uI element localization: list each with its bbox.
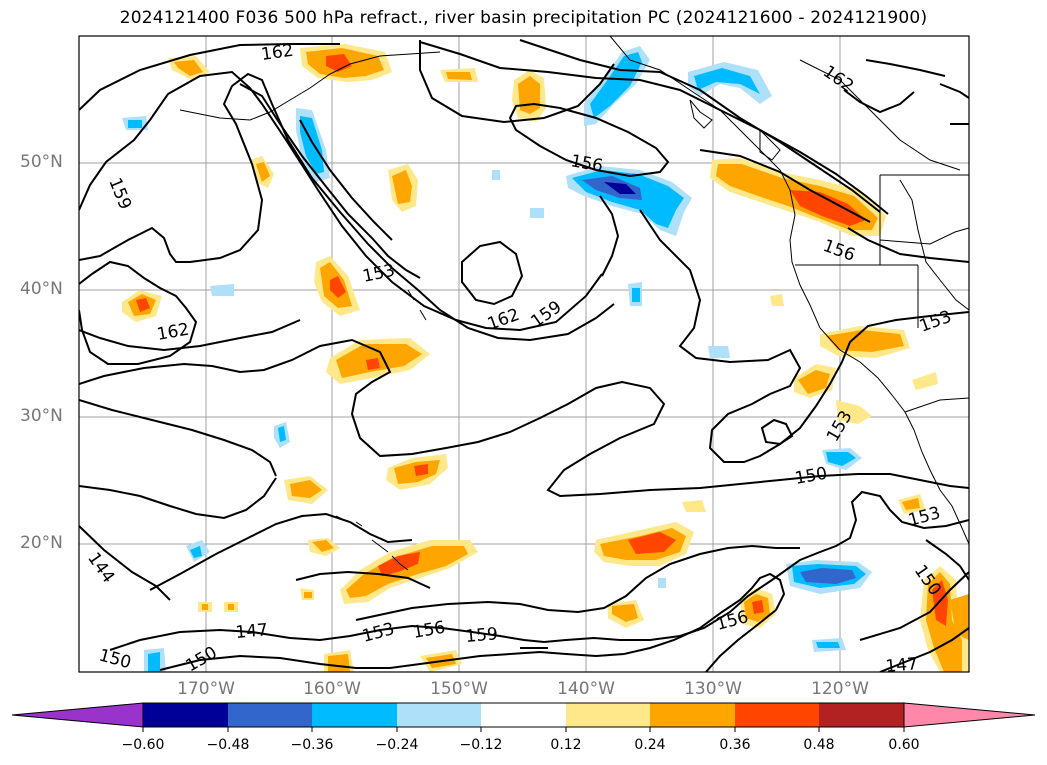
contour-label: 147: [885, 654, 919, 677]
contour-lines: [79, 39, 969, 672]
colorbar-segment: [819, 703, 904, 727]
lon-label: 140°W: [557, 679, 615, 699]
colorbar-tick-label: −0.12: [459, 737, 503, 753]
colorbar-tick-label: 0.48: [803, 737, 835, 753]
colorbar: [11, 702, 1036, 732]
lat-label: 40°N: [20, 279, 63, 299]
contour-label: 162: [260, 41, 295, 65]
colorbar-tick-label: 0.24: [634, 737, 666, 753]
colorbar-segment: [143, 703, 228, 727]
colorbar-ticks: [142, 727, 905, 732]
colorbar-segment: [397, 703, 481, 727]
colorbar-tick-label: −0.48: [206, 737, 250, 753]
lat-label: 30°N: [20, 406, 63, 426]
colorbar-tick-label: −0.60: [121, 737, 165, 753]
map-frame: [78, 35, 970, 673]
lon-label: 130°W: [684, 679, 742, 699]
lat-label: 20°N: [20, 533, 63, 553]
positive-precip-anomalies: [122, 44, 969, 672]
colorbar-outline: [142, 702, 905, 728]
colorbar-tick-label: 0.36: [719, 737, 751, 753]
colorbar-tick-label: 0.12: [550, 737, 582, 753]
map-title: 2024121400 F036 500 hPa refract., river …: [119, 8, 928, 28]
lon-label: 170°W: [177, 679, 235, 699]
lat-label: 50°N: [20, 152, 63, 172]
colorbar-segment: [481, 703, 566, 727]
colorbar-left-extension: [11, 702, 144, 728]
lon-label: 120°W: [811, 679, 869, 699]
contour-label: 147: [235, 620, 269, 643]
colorbar-segment: [566, 703, 650, 727]
colorbar-segment: [312, 703, 397, 727]
colorbar-tick-label: −0.24: [375, 737, 419, 753]
map-content: 162 159 162 153 162 159 156 162 156 153 …: [79, 36, 969, 677]
colorbar-segment: [228, 703, 312, 727]
contour-label: 159: [465, 624, 499, 647]
colorbar-segment: [650, 703, 735, 727]
colorbar-tick-label: 0.60: [888, 737, 920, 753]
lon-label: 160°W: [303, 679, 361, 699]
lon-label: 150°W: [430, 679, 488, 699]
colorbar-right-extension: [903, 702, 1036, 728]
colorbar-tick-label: −0.36: [290, 737, 334, 753]
colorbar-segment: [735, 703, 819, 727]
